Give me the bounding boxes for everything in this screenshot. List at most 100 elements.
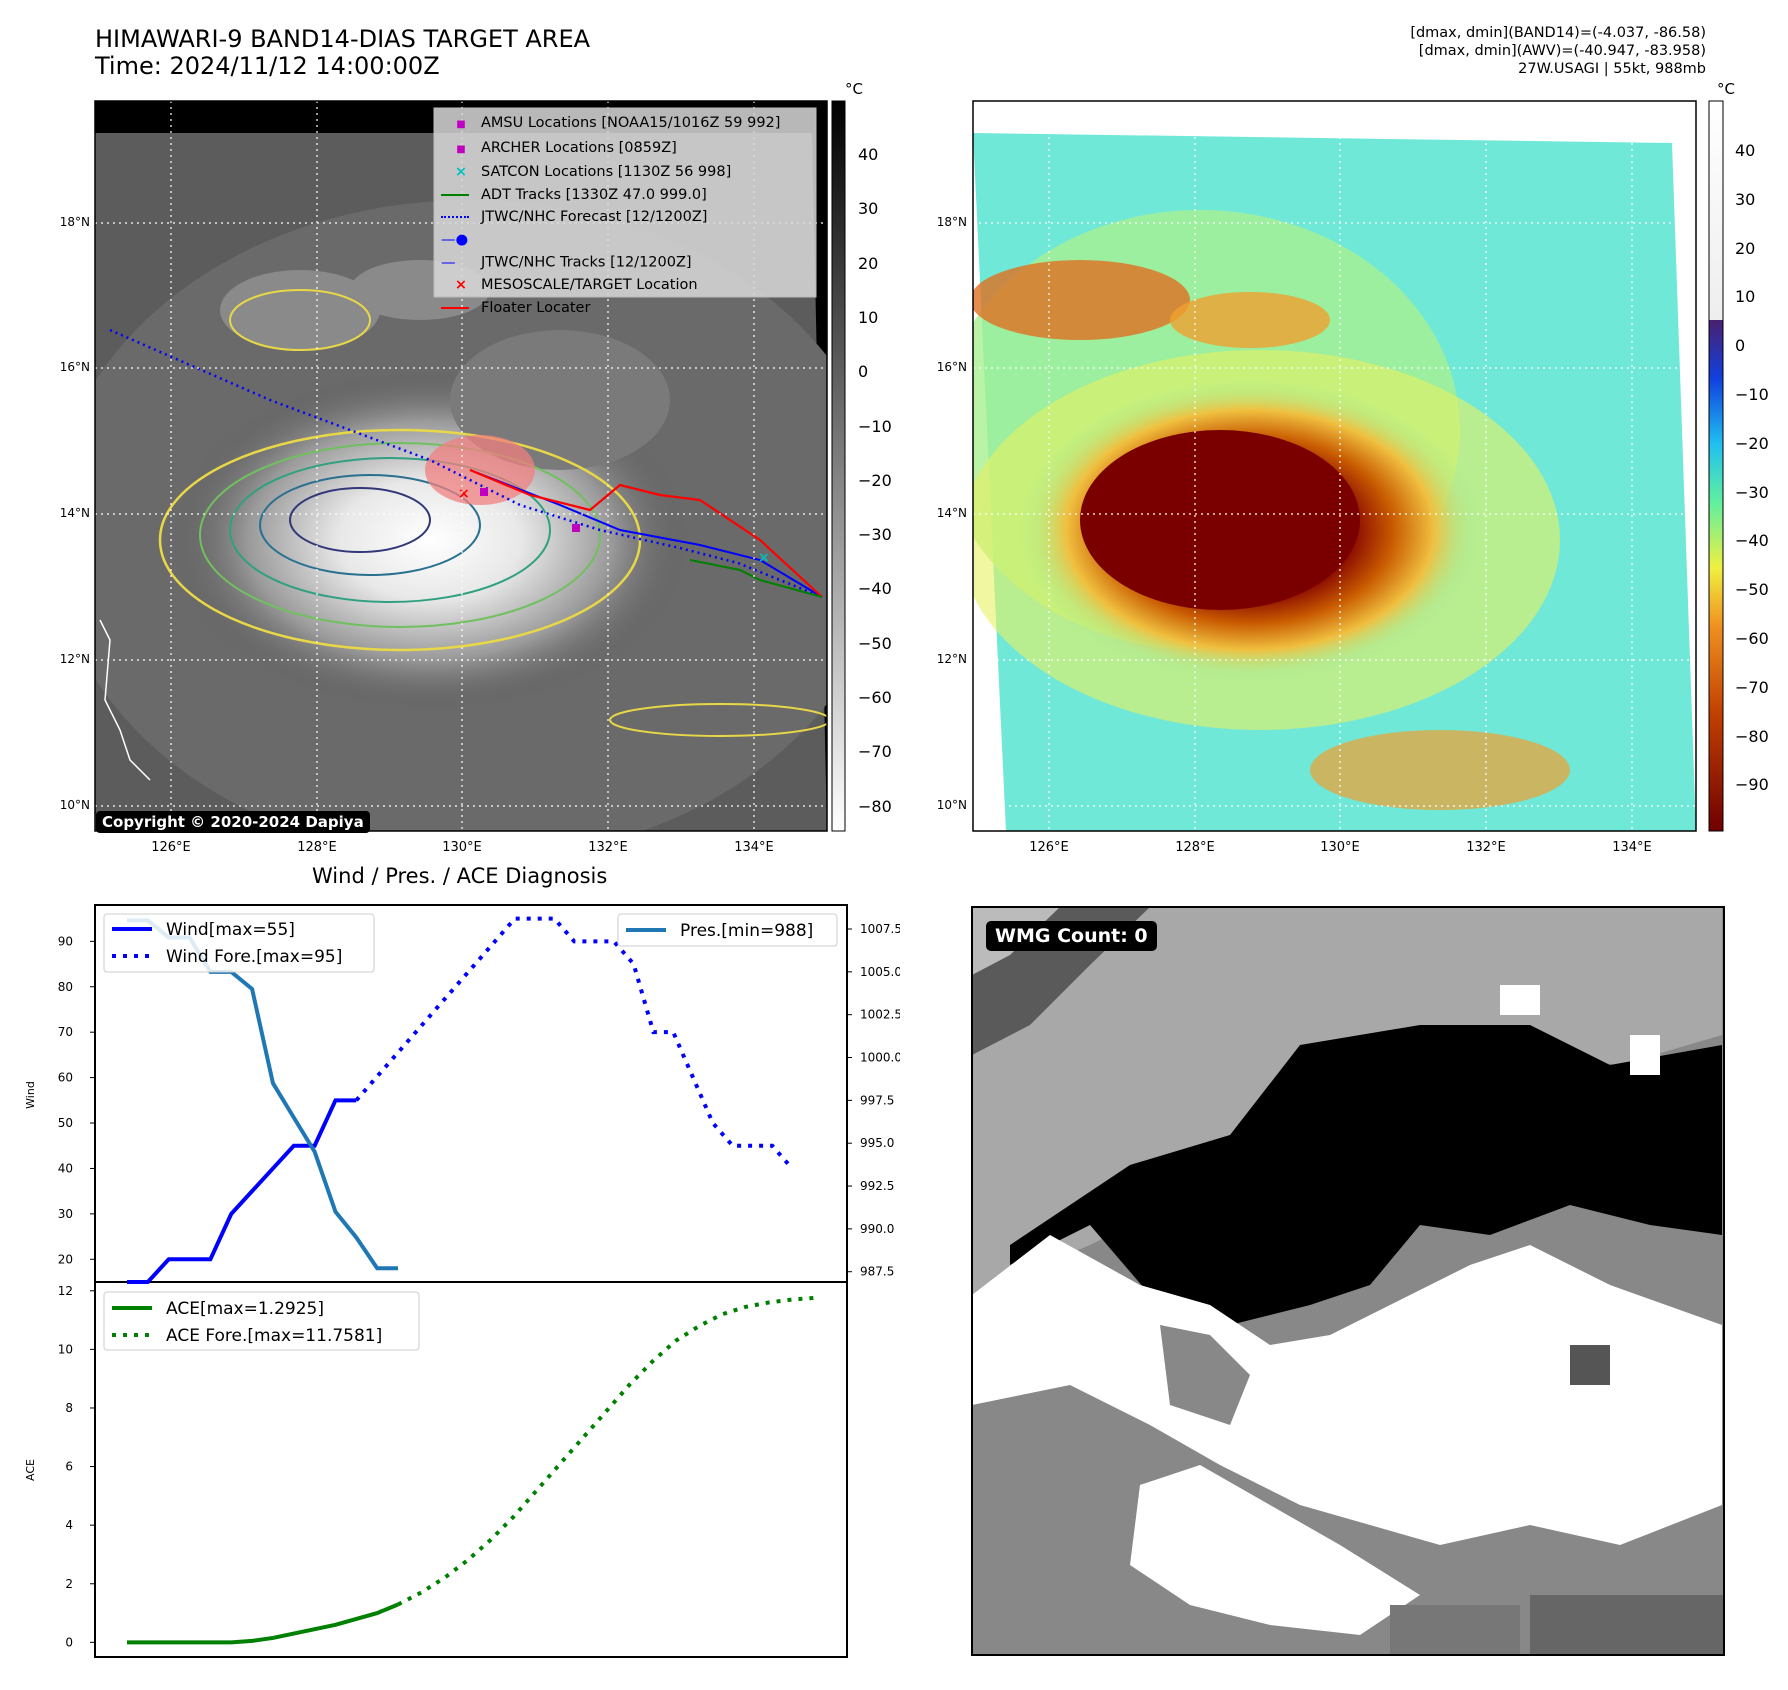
map2-lat-tick: 14°N xyxy=(936,506,967,520)
copyright-badge: Copyright © 2020-2024 Dapiya xyxy=(96,811,370,833)
map2-lat-tick: 18°N xyxy=(936,215,967,229)
colorbar-ir-tick: 40 xyxy=(858,145,879,164)
colorbar-awv-tick: −60 xyxy=(1735,629,1769,648)
map2-lon-tick: 134°E xyxy=(1612,840,1652,855)
awv-map-panel xyxy=(972,100,1724,832)
pres-ytick-label: 997.5 xyxy=(860,1093,894,1107)
map-legend xyxy=(433,107,817,298)
wind-ytick-label: 70 xyxy=(58,1025,73,1039)
wind-pressure-chart: 2030405060708090987.5990.0992.5995.0997.… xyxy=(24,904,900,1658)
wind-ytick-label: 50 xyxy=(58,1116,73,1130)
storm-info: [dmax, dmin](BAND14)=(-4.037, -86.58) [d… xyxy=(1410,24,1706,78)
colorbar-awv-tick: −20 xyxy=(1735,433,1769,453)
colorbar-awv xyxy=(1708,100,1724,832)
ace-ylabel: ACE xyxy=(24,1459,37,1481)
pres-ytick-label: 990.0 xyxy=(860,1222,894,1236)
colorbar-awv-tick: 30 xyxy=(1735,189,1756,209)
legend-target: × MESOSCALE/TARGET Location xyxy=(454,277,698,294)
pres-ytick-label: 995.0 xyxy=(860,1136,894,1150)
map1-lat-tick: 12°N xyxy=(59,652,90,666)
diagnosis-title: Wind / Pres. / ACE Diagnosis xyxy=(312,864,608,888)
colorbar-ir-unit: °C xyxy=(845,80,863,98)
map2-lat-tick: 10°N xyxy=(936,798,967,812)
ace-axes-frame xyxy=(94,1281,848,1658)
ace-ytick-label: 6 xyxy=(65,1460,73,1474)
wind-ytick-label: 20 xyxy=(58,1252,73,1266)
map1-lat-tick: 10°N xyxy=(59,798,90,812)
map1-lon-tick: 134°E xyxy=(734,840,774,855)
pres-ytick-label: 1005.0 xyxy=(860,965,900,979)
colorbar-ir-tick: 0 xyxy=(858,362,869,382)
colorbar-ir-tick: 30 xyxy=(858,199,879,219)
colorbar-awv-tick: 40 xyxy=(1735,141,1756,160)
map1-lat-tick: 14°N xyxy=(59,506,90,520)
colorbar-ir-tick: −70 xyxy=(858,742,892,762)
pressure-legend-label: Pres.[min=988] xyxy=(680,921,813,941)
map1-lat-tick: 18°N xyxy=(59,215,90,229)
colorbar-awv-tick: −70 xyxy=(1735,677,1769,697)
map1-lon-tick: 132°E xyxy=(588,840,628,855)
ace-ytick-label: 10 xyxy=(58,1342,73,1356)
colorbar-ir-tick: −80 xyxy=(858,796,892,816)
map2-lon-tick: 126°E xyxy=(1029,840,1069,855)
legend-amsu: ■ AMSU Locations [NOAA15/1016Z 59 992] xyxy=(456,115,781,131)
map1-lat-tick: 16°N xyxy=(59,360,90,374)
legend-archer: ■ ARCHER Locations [0859Z] xyxy=(456,139,677,156)
ace-ytick-label: 2 xyxy=(65,1577,73,1591)
wind-fore-legend-label: Wind Fore.[max=95] xyxy=(166,947,342,967)
colorbar-ir-tick: −40 xyxy=(858,579,892,599)
map2-lon-tick: 130°E xyxy=(1320,840,1360,855)
colorbar-awv-tick: −50 xyxy=(1735,580,1769,600)
wind-ylabel: Wind xyxy=(24,1081,37,1109)
pres-ytick-label: 987.5 xyxy=(860,1265,894,1279)
colorbar-ir xyxy=(831,100,846,832)
legend-floater: Floater Locater xyxy=(441,297,813,320)
svg-text:×: × xyxy=(758,550,770,566)
info-line-1: [dmax, dmin](BAND14)=(-4.037, -86.58) xyxy=(1410,25,1706,41)
colorbar-awv-unit: °C xyxy=(1717,80,1735,98)
map1-lon-tick: 128°E xyxy=(297,840,337,855)
map2-lat-tick: 16°N xyxy=(936,360,967,374)
colorbar-ir-tick: −20 xyxy=(858,470,892,490)
pres-ytick-label: 992.5 xyxy=(860,1179,894,1193)
ace-fore-legend-label: ACE Fore.[max=11.7581] xyxy=(166,1326,382,1346)
colorbar-awv-tick: −90 xyxy=(1735,775,1769,795)
colorbar-ir-tick: −10 xyxy=(858,416,892,436)
pres-ytick-label: 1002.5 xyxy=(860,1008,900,1022)
ace-ytick-label: 12 xyxy=(58,1284,73,1298)
pres-ytick-label: 1000.0 xyxy=(860,1051,900,1065)
pres-ytick-label: 1007.5 xyxy=(860,922,900,936)
ace-ytick-label: 4 xyxy=(65,1518,73,1532)
legend-adt: ADT Tracks [1330Z 47.0 999.0] xyxy=(441,184,813,207)
colorbar-awv-tick: 20 xyxy=(1735,238,1756,258)
colorbar-ir-tick: −60 xyxy=(858,688,892,707)
map2-lon-tick: 128°E xyxy=(1175,840,1215,855)
ace-series-line xyxy=(127,1602,399,1645)
colorbar-ir-tick: 20 xyxy=(858,253,879,273)
map1-lon-tick: 126°E xyxy=(151,840,191,855)
wmg-count-badge: WMG Count: 0 xyxy=(986,921,1157,951)
colorbar-ir-tick: −50 xyxy=(858,633,892,653)
ir-map-panel: × × xyxy=(94,100,846,832)
wind-ytick-label: 80 xyxy=(58,980,73,994)
wind-ytick-label: 40 xyxy=(58,1161,73,1175)
svg-text:×: × xyxy=(458,486,470,502)
wind-series-line xyxy=(127,1098,357,1284)
wind-ytick-label: 30 xyxy=(58,1207,73,1221)
wind-ytick-label: 60 xyxy=(58,1071,73,1085)
colorbar-awv-tick: 0 xyxy=(1735,336,1746,356)
figure-title: HIMAWARI-9 BAND14-DIAS TARGET AREA Time:… xyxy=(95,26,590,80)
colorbar-awv-tick: −80 xyxy=(1735,726,1769,746)
map2-lon-tick: 132°E xyxy=(1466,840,1506,855)
legend-satcon: × SATCON Locations [1130Z 56 998] xyxy=(454,164,732,181)
colorbar-awv-tick: −10 xyxy=(1735,385,1769,404)
map2-lat-tick: 12°N xyxy=(936,652,967,666)
ace-ytick-label: 0 xyxy=(65,1635,73,1649)
ace-forecast-series-line xyxy=(397,1295,816,1607)
wind-ytick-label: 90 xyxy=(58,934,73,948)
info-line-2: [dmax, dmin](AWV)=(-40.947, -83.958) xyxy=(1418,43,1706,59)
colorbar-ir-tick: 10 xyxy=(858,307,879,327)
wind-forecast-series-line xyxy=(354,916,794,1170)
pressure-series-line xyxy=(127,918,399,1271)
info-line-3: 27W.USAGI | 55kt, 988mb xyxy=(1518,61,1706,77)
